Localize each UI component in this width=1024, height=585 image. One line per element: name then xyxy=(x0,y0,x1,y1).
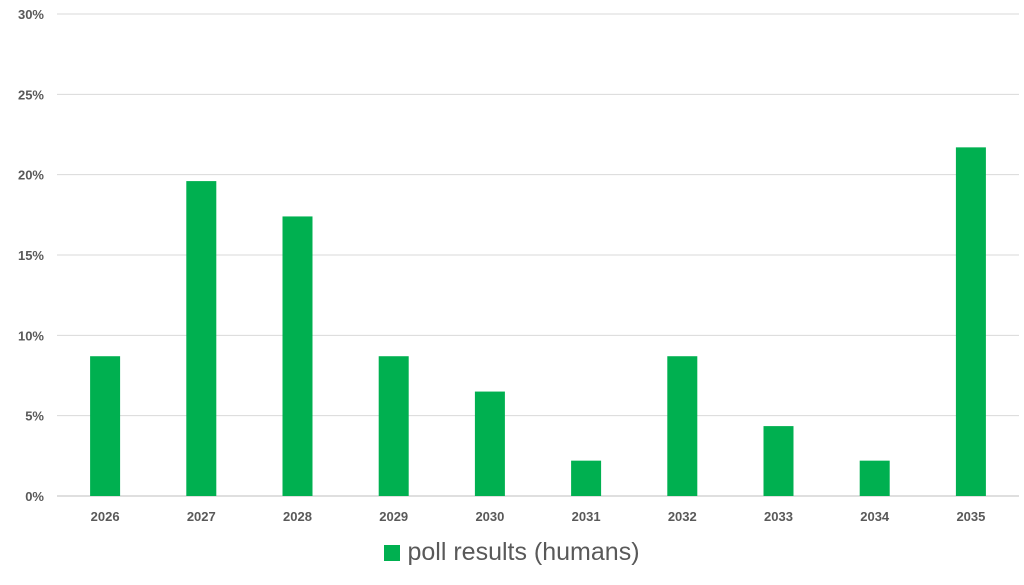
y-tick-label: 0% xyxy=(25,489,44,504)
x-tick-label: 2034 xyxy=(860,509,890,524)
bar-2029 xyxy=(378,356,409,496)
x-axis-tick-labels: 2026 2027 2028 2029 2030 2031 2032 2033 2034 2035 xyxy=(91,509,986,524)
bars xyxy=(90,147,986,497)
legend: poll results (humans) xyxy=(0,538,1024,567)
x-tick-label: 2027 xyxy=(187,509,216,524)
x-tick-label: 2031 xyxy=(572,509,601,524)
bar-2033 xyxy=(763,426,794,496)
legend-label: poll results (humans) xyxy=(407,538,640,566)
y-tick-label: 5% xyxy=(25,409,44,424)
bar-2030 xyxy=(474,391,505,496)
x-tick-label: 2035 xyxy=(956,509,985,524)
bar-2027 xyxy=(186,181,217,497)
bar-2026 xyxy=(90,356,121,496)
bar-2031 xyxy=(571,460,602,496)
x-tick-label: 2026 xyxy=(91,509,120,524)
y-tick-label: 30% xyxy=(18,7,44,22)
y-tick-label: 20% xyxy=(18,168,44,183)
legend-swatch xyxy=(384,544,401,561)
bar-2034 xyxy=(859,460,890,496)
y-tick-label: 15% xyxy=(18,248,44,263)
bar-2035 xyxy=(955,147,986,496)
x-tick-label: 2033 xyxy=(764,509,793,524)
x-tick-label: 2029 xyxy=(379,509,408,524)
gridlines xyxy=(57,13,1019,497)
y-tick-label: 10% xyxy=(18,328,44,343)
x-tick-label: 2028 xyxy=(283,509,312,524)
y-tick-label: 25% xyxy=(18,87,44,102)
bar-2028 xyxy=(282,216,313,496)
x-tick-label: 2030 xyxy=(475,509,504,524)
x-tick-label: 2032 xyxy=(668,509,697,524)
bar-2032 xyxy=(667,356,698,496)
y-axis-tick-labels: 0% 5% 10% 15% 20% 25% 30% xyxy=(18,7,44,504)
